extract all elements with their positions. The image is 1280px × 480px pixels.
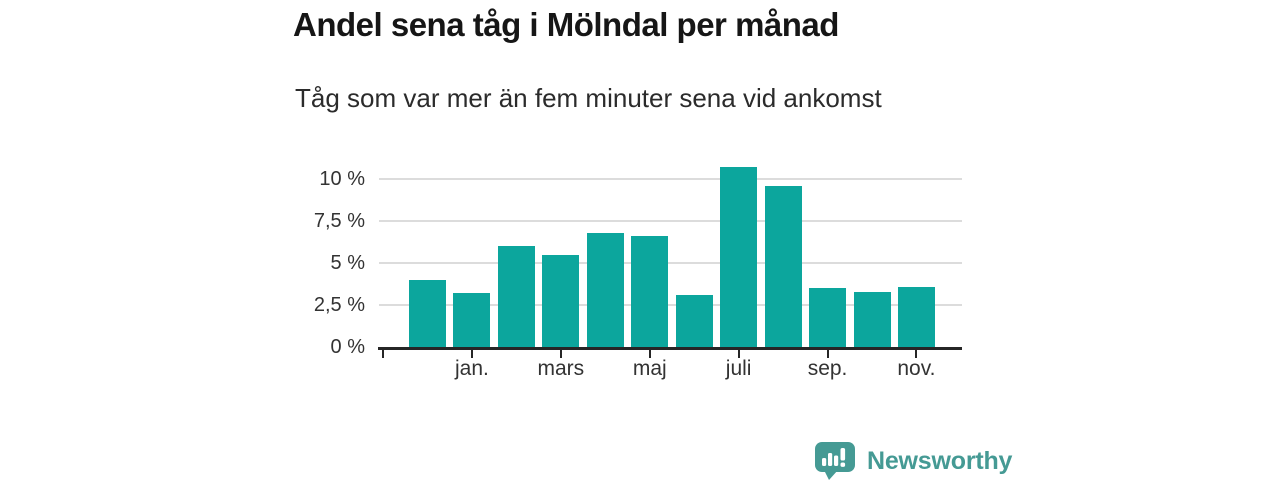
bar-feb. — [497, 246, 535, 347]
x-axis-tick — [470, 347, 473, 358]
bar-april — [586, 232, 624, 347]
gridline — [379, 220, 962, 222]
y-axis-tick-label: 0 % — [330, 336, 365, 358]
y-axis-tick-label: 7,5 % — [313, 210, 365, 232]
x-axis-tick — [826, 347, 829, 358]
x-axis-tick — [648, 347, 651, 358]
bar-mars — [542, 254, 580, 347]
x-axis-tick-label: juli — [725, 357, 752, 380]
x-axis-tick — [737, 347, 740, 358]
bar-dec. — [409, 279, 446, 347]
brand-name: Newsworthy — [867, 446, 1013, 475]
bar-aug. — [764, 185, 802, 347]
bar-maj — [631, 236, 669, 347]
bar-nov. — [897, 286, 935, 347]
bar-sep. — [809, 288, 847, 347]
chart-subtitle: Tåg som var mer än fem minuter sena vid … — [295, 83, 882, 113]
newsworthy-brand: Newsworthy — [814, 442, 1012, 480]
x-axis-tick — [559, 347, 562, 358]
y-axis-tick-label: 10 % — [319, 168, 365, 190]
bar-jan. — [453, 293, 491, 347]
x-axis-tick — [915, 347, 918, 358]
bar-juni — [675, 294, 713, 347]
x-axis-tick-label: sep. — [807, 357, 848, 380]
y-axis-tick-label: 5 % — [330, 252, 365, 274]
bar-chart-plot-area: jan. mars maj juli sep. nov. — [378, 155, 962, 380]
x-axis-tick-label: jan. — [455, 357, 489, 380]
y-axis-labels: 0 % 2,5 % 5 % 7,5 % 10 % — [275, 155, 365, 358]
y-axis-tick-label: 2,5 % — [313, 294, 365, 316]
x-axis-tick-label: mars — [537, 357, 585, 380]
bar-juli — [720, 167, 758, 347]
newsworthy-logo-icon — [815, 442, 855, 480]
gridline — [379, 304, 962, 306]
x-axis-tick-label: nov. — [897, 357, 936, 380]
bar-okt. — [853, 291, 891, 347]
gridline — [379, 178, 962, 180]
x-axis-tick — [382, 347, 384, 358]
gridline — [379, 262, 962, 264]
page-title: Andel sena tåg i Mölndal per månad — [293, 6, 839, 43]
x-axis-tick-label: maj — [632, 357, 667, 380]
